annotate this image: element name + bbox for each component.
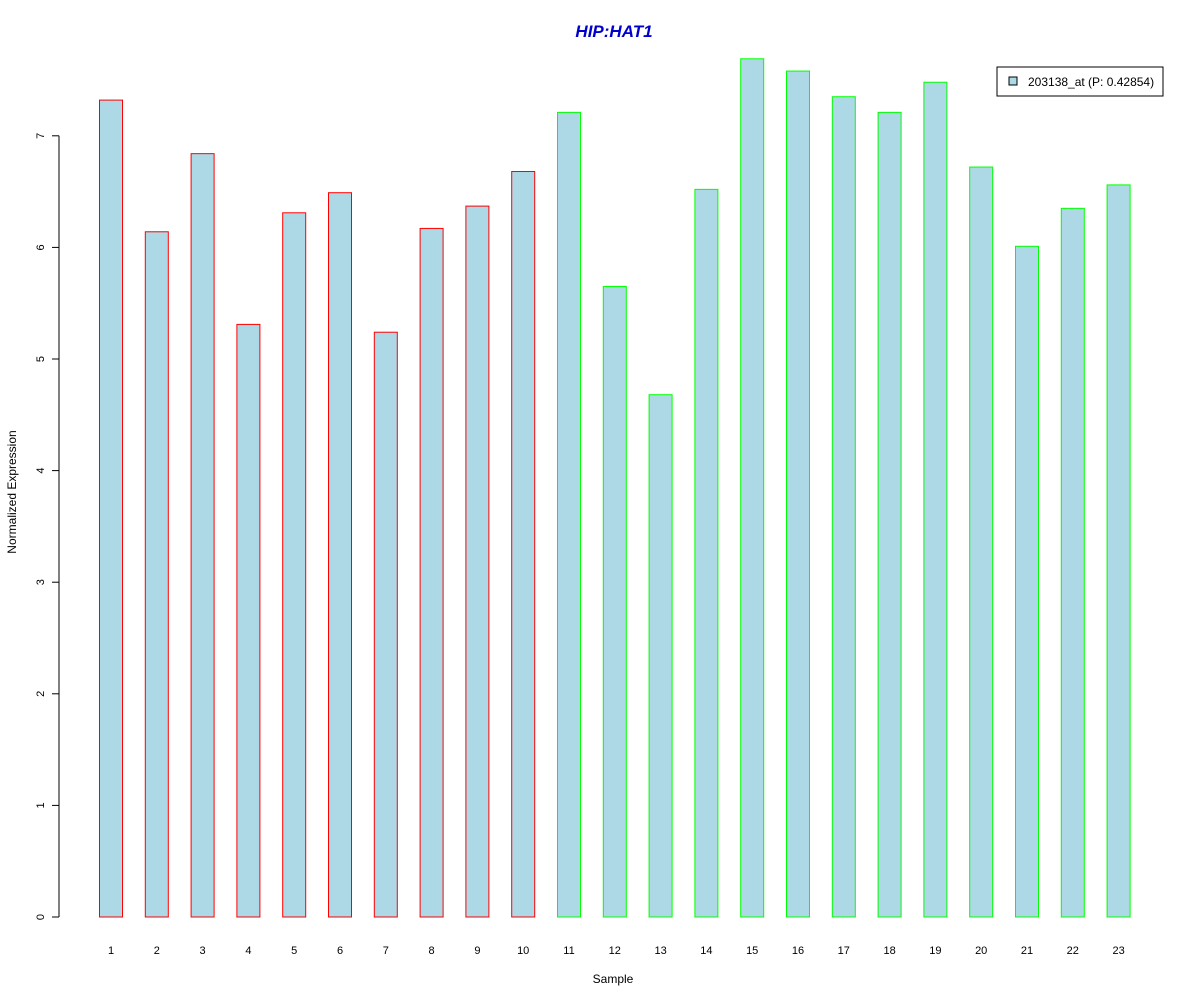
y-axis: 0 1 2 3 4 5 6 7	[35, 133, 60, 920]
bar-sample-22	[1060, 207, 1085, 918]
x-tick-label: 17	[838, 945, 850, 957]
y-tick-label: 5	[35, 356, 47, 362]
y-tick-label: 7	[35, 133, 47, 139]
bar-sample-10	[511, 171, 536, 918]
y-tick-label: 4	[35, 468, 47, 474]
legend-box	[996, 66, 1164, 97]
x-tick-label: 16	[792, 945, 804, 957]
bar-sample-15	[740, 58, 765, 918]
bar-sample-21	[1015, 245, 1039, 918]
bar-sample-8	[419, 227, 444, 918]
y-tick-label: 2	[35, 691, 47, 697]
x-tick-label: 10	[517, 945, 529, 957]
bar-sample-17	[831, 96, 856, 918]
x-tick-label: 18	[883, 945, 895, 957]
x-tick-label: 7	[383, 945, 389, 957]
bar-sample-14	[694, 188, 719, 918]
x-tick-label: 23	[1112, 945, 1124, 957]
x-tick-label: 21	[1021, 945, 1033, 957]
y-tick-label: 3	[35, 579, 47, 585]
x-tick-labels: 1 2 3 4 5 6 7 8 9 10 11 12 13 14 15 16 17 18 19 20 21 22 23	[108, 945, 1125, 957]
bar-sample-4	[236, 323, 261, 918]
bar-sample-13	[648, 394, 673, 918]
bar-sample-2	[144, 231, 169, 918]
bar-sample-7	[373, 331, 398, 918]
x-tick-label: 6	[337, 945, 343, 957]
bar-sample-16	[786, 70, 810, 918]
y-tick-label: 1	[35, 802, 47, 808]
legend-swatch	[1008, 76, 1018, 86]
x-tick-label: 2	[154, 945, 160, 957]
y-tick-label: 0	[35, 914, 47, 920]
x-tick-label: 15	[746, 945, 758, 957]
x-tick-label: 20	[975, 945, 987, 957]
legend: 203138_at (P: 0.42854)	[996, 66, 1164, 97]
bar-sample-3	[190, 153, 215, 918]
bar-sample-23	[1106, 184, 1131, 918]
bar-sample-5	[282, 212, 307, 918]
y-tick-label: 6	[35, 244, 47, 250]
bar-sample-12	[602, 285, 627, 918]
x-tick-label: 19	[929, 945, 941, 957]
bars-group	[99, 58, 1131, 918]
bar-sample-18	[877, 111, 902, 918]
x-tick-label: 8	[429, 945, 435, 957]
x-axis-title: Sample	[593, 972, 634, 986]
bar-sample-11	[557, 111, 581, 918]
bar-sample-19	[923, 81, 948, 918]
x-tick-label: 1	[108, 945, 114, 957]
x-tick-label: 3	[200, 945, 206, 957]
x-tick-label: 9	[474, 945, 480, 957]
bar-sample-1	[99, 99, 123, 918]
x-tick-label: 11	[563, 945, 574, 957]
x-tick-label: 13	[654, 945, 666, 957]
bar-sample-9	[465, 205, 490, 918]
chart-title: HIP:HAT1	[575, 22, 652, 41]
y-axis-title: Normalized Expression	[5, 430, 19, 553]
x-tick-label: 22	[1067, 945, 1079, 957]
x-tick-label: 12	[609, 945, 621, 957]
legend-label: 203138_at (P: 0.42854)	[1028, 75, 1154, 89]
bar-sample-20	[969, 166, 994, 918]
x-tick-label: 14	[700, 945, 712, 957]
bar-sample-6	[328, 192, 352, 918]
x-tick-label: 4	[245, 945, 251, 957]
x-tick-label: 5	[291, 945, 297, 957]
